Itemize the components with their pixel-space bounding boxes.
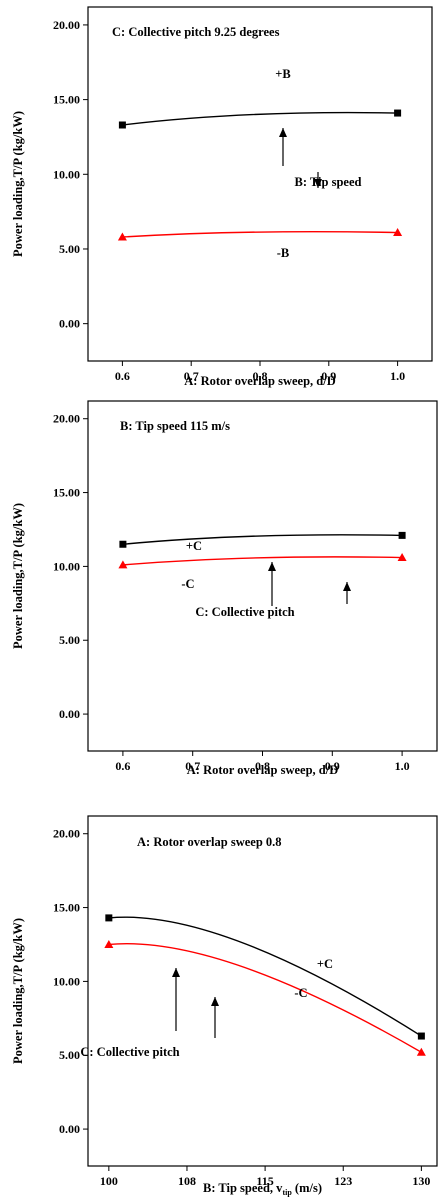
x-tick-label: 0.6 [115,759,130,773]
data-point-triangle [117,232,127,241]
series-label: +C [317,957,333,971]
x-tick-label: 115 [256,1174,273,1188]
y-tick-label: 5.00 [59,1048,80,1062]
x-axis-title: A: Rotor overlap sweep, d/D [187,763,339,777]
factor-annotation: B: Tip speed [295,175,362,189]
y-axis-title: Power loading,T/P (kg/kW) [11,111,25,257]
data-point-triangle [104,939,114,948]
plot-frame [87,6,433,362]
x-axis-title-text: A: Rotor overlap sweep, d/D [187,763,339,777]
series-line-low [108,943,422,1053]
chart-title: C: Collective pitch 9.25 degrees [112,25,280,39]
x-tick-label: 123 [334,1174,352,1188]
x-tick-label: 1.0 [395,759,410,773]
chart-panel-3: 0.00 5.00 10.00 15.00 20.00 100 108 115 123 130 A:… [11,815,438,1197]
data-point-triangle [393,228,403,237]
series-label: +C [186,539,202,553]
series-line-high [122,111,398,126]
annotation-arrow-head [268,562,276,571]
series-label: -B [277,246,290,260]
x-tick-label: 0.9 [321,369,336,383]
data-point-triangle [118,560,128,569]
x-tick-label: 0.8 [253,369,268,383]
factor-annotation: C: Collective pitch [80,1045,179,1059]
series-line-low [122,556,403,566]
y-axis-title: Power loading,T/P (kg/kW) [11,503,25,649]
chart-panel-2: 0.00 5.00 10.00 15.00 20.00 0.6 0.7 0.8 0.9 1.0 B:… [11,400,438,777]
chart-title: A: Rotor overlap sweep 0.8 [137,835,282,849]
y-tick-label: 20.00 [53,18,80,32]
annotation-arrow-head [211,997,219,1006]
x-tick-label: 0.7 [185,759,200,773]
plot-frame [87,400,438,752]
x-tick-label: 108 [178,1174,196,1188]
x-axis-title-subscript: tip [282,1188,292,1197]
y-tick-label: 10.00 [53,974,80,988]
data-point-square [417,1032,425,1040]
y-tick-label: 5.00 [59,633,80,647]
data-point-square [394,109,402,117]
annotation-arrow-head [279,128,287,137]
x-axis-title-unit: (m/s) [292,1181,322,1195]
y-tick-label: 10.00 [53,559,80,573]
x-tick-label: 0.9 [325,759,340,773]
chart-panel-1: 0.00 5.00 10.00 15.00 20.00 0.6 0.7 0.8 0.9 1.0 C:… [11,6,433,388]
annotation-arrow-head [343,582,351,591]
x-tick-label: 0.7 [184,369,199,383]
x-tick-label: 130 [412,1174,430,1188]
series-line-low [122,230,398,238]
data-point-triangle [416,1047,426,1056]
data-point-triangle [397,553,407,562]
series-label: -C [181,577,194,591]
data-point-square [119,540,127,548]
data-point-square [398,531,406,539]
data-point-square [118,121,126,129]
annotation-arrow-head [172,968,180,977]
series-line-high [108,916,422,1037]
y-tick-label: 15.00 [53,486,80,500]
y-axis-title: Power loading,T/P (kg/kW) [11,918,25,1064]
x-axis-title: A: Rotor overlap sweep, d/D [184,374,336,388]
y-tick-label: 10.00 [53,167,80,181]
x-axis-title-text: B: Tip speed, v [203,1181,283,1195]
y-tick-label: 15.00 [53,93,80,107]
y-tick-label: 15.00 [53,901,80,915]
y-tick-label: 20.00 [53,412,80,426]
y-tick-label: 0.00 [59,707,80,721]
y-tick-label: 20.00 [53,827,80,841]
y-tick-label: 0.00 [59,1122,80,1136]
series-label: -C [294,986,307,1000]
series-line-high [122,534,403,545]
factor-annotation: C: Collective pitch [195,605,294,619]
x-tick-label: 1.0 [390,369,405,383]
chart-title: B: Tip speed 115 m/s [120,419,230,433]
plot-frame [87,815,438,1167]
y-tick-label: 0.00 [59,317,80,331]
data-point-square [105,914,113,922]
series-label: +B [275,67,290,81]
x-axis-title: B: Tip speed, vtip (m/s) [203,1181,322,1197]
y-tick-label: 5.00 [59,242,80,256]
x-tick-label: 0.6 [115,369,130,383]
x-axis-title-text: A: Rotor overlap sweep, d/D [184,374,336,388]
x-tick-label: 100 [100,1174,118,1188]
annotation-arrow-head [314,179,322,188]
x-tick-label: 0.8 [255,759,270,773]
